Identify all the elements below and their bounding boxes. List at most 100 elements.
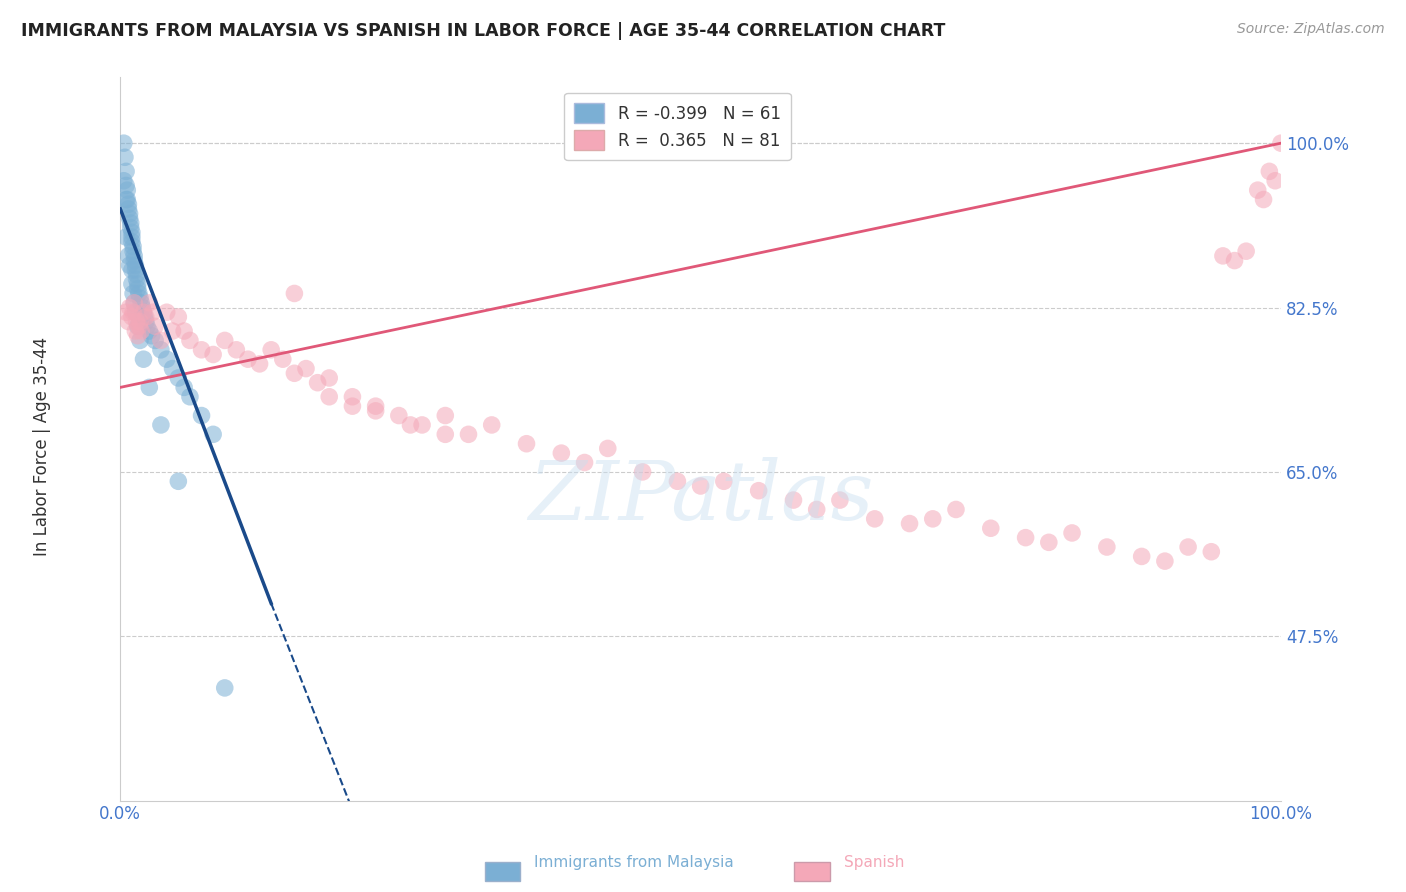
Point (190, 409, 212, 423)
Point (127, 282, 149, 296)
Point (167, 371, 190, 385)
Point (132, 305, 155, 319)
Point (202, 427, 225, 442)
Point (167, 310, 190, 324)
Point (122, 286, 145, 301)
Point (125, 268, 148, 282)
Point (550, 446, 572, 460)
Point (143, 334, 166, 348)
Point (713, 475, 735, 489)
Point (117, 197, 139, 211)
Point (945, 502, 967, 516)
Point (136, 319, 159, 334)
Point (132, 305, 155, 319)
Point (167, 475, 190, 489)
Point (156, 305, 179, 319)
Point (128, 319, 150, 334)
Point (179, 390, 201, 404)
Point (1234, 244, 1257, 259)
Text: Spanish: Spanish (844, 855, 904, 870)
Point (399, 417, 422, 432)
Point (115, 305, 138, 319)
Point (1258, 164, 1281, 178)
Point (135, 310, 157, 324)
Text: In Labor Force | Age 35-44: In Labor Force | Age 35-44 (34, 336, 51, 556)
Point (434, 409, 457, 423)
Point (236, 352, 259, 367)
Point (122, 239, 145, 253)
Point (132, 352, 155, 367)
Point (214, 681, 236, 695)
Point (782, 493, 804, 508)
Point (364, 399, 387, 413)
Point (129, 291, 152, 305)
Point (515, 436, 537, 450)
Point (980, 521, 1002, 535)
Point (124, 263, 146, 277)
Point (129, 315, 152, 329)
Point (863, 512, 886, 526)
Point (1154, 554, 1177, 568)
Text: IMMIGRANTS FROM MALAYSIA VS SPANISH IN LABOR FORCE | AGE 35-44 CORRELATION CHART: IMMIGRANTS FROM MALAYSIA VS SPANISH IN L… (21, 22, 945, 40)
Point (122, 253, 145, 268)
Point (129, 324, 152, 338)
Point (125, 315, 148, 329)
Point (135, 315, 157, 329)
Point (128, 286, 150, 301)
Point (118, 258, 141, 272)
Point (1095, 540, 1118, 554)
Point (1212, 249, 1234, 263)
Point (124, 258, 146, 272)
Point (260, 343, 283, 357)
Point (122, 296, 145, 310)
Point (124, 324, 146, 338)
Point (1014, 531, 1036, 545)
Point (179, 334, 201, 348)
Point (162, 324, 184, 338)
Point (149, 343, 172, 357)
Point (411, 417, 433, 432)
Point (283, 366, 305, 380)
Point (117, 183, 139, 197)
Point (481, 417, 503, 432)
Point (295, 361, 318, 376)
Point (112, 174, 135, 188)
Point (120, 220, 142, 235)
Point (122, 249, 145, 263)
Point (117, 249, 139, 263)
Point (122, 296, 145, 310)
Point (149, 334, 172, 348)
Point (318, 390, 340, 404)
Point (921, 512, 943, 526)
Point (115, 193, 138, 207)
Point (318, 371, 340, 385)
Point (271, 352, 294, 367)
Point (689, 479, 711, 493)
Point (156, 352, 179, 367)
Point (121, 310, 143, 324)
Point (666, 475, 689, 489)
Point (129, 296, 152, 310)
Point (1130, 549, 1153, 564)
Point (173, 324, 195, 338)
Point (127, 277, 149, 291)
Point (114, 150, 136, 164)
Point (118, 301, 141, 315)
Point (1270, 136, 1292, 151)
Point (225, 343, 247, 357)
Legend: R = -0.399   N = 61, R =  0.365   N = 81: R = -0.399 N = 61, R = 0.365 N = 81 (564, 93, 790, 161)
Point (115, 178, 138, 193)
Point (1253, 193, 1275, 207)
Point (898, 516, 921, 531)
Point (457, 427, 479, 442)
Point (1177, 540, 1199, 554)
Point (120, 216, 142, 230)
Point (283, 286, 305, 301)
Point (806, 502, 828, 516)
Point (1223, 253, 1246, 268)
Point (1038, 535, 1060, 549)
Text: Source: ZipAtlas.com: Source: ZipAtlas.com (1237, 22, 1385, 37)
Point (122, 244, 145, 259)
Point (131, 301, 153, 315)
Point (117, 315, 139, 329)
